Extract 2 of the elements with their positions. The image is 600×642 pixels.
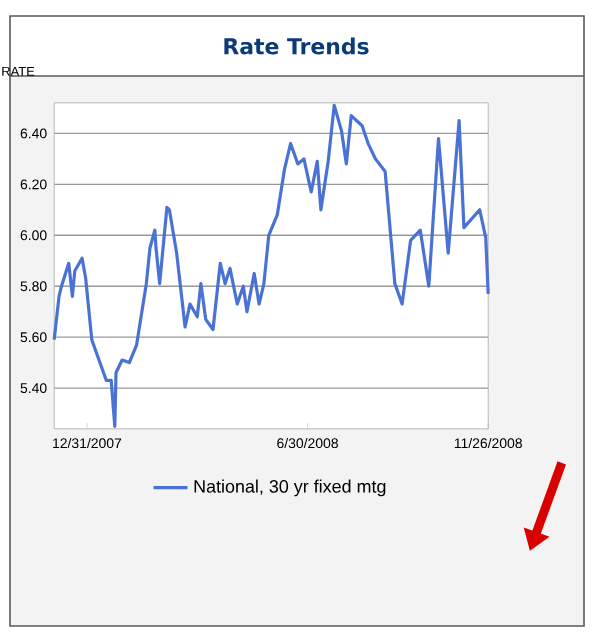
legend-label: National, 30 yr fixed mtg <box>194 479 386 497</box>
chart-title: Rate Trends <box>224 37 369 55</box>
